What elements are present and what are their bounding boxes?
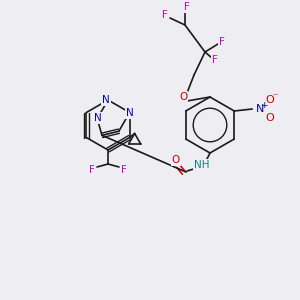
Text: NH: NH	[194, 160, 210, 170]
Text: F: F	[184, 2, 190, 12]
Text: F: F	[162, 10, 168, 20]
Text: ⁻: ⁻	[272, 92, 278, 102]
Text: F: F	[89, 165, 95, 175]
Text: F: F	[219, 37, 225, 47]
Text: N: N	[256, 104, 264, 114]
Text: F: F	[212, 55, 218, 65]
Text: O: O	[266, 95, 274, 105]
Text: O: O	[266, 113, 274, 123]
Text: F: F	[121, 165, 127, 175]
Text: N: N	[126, 107, 134, 118]
Text: +: +	[260, 100, 268, 109]
Text: N: N	[102, 95, 110, 105]
Text: O: O	[172, 155, 180, 165]
Text: N: N	[94, 113, 102, 123]
Text: O: O	[179, 92, 187, 102]
